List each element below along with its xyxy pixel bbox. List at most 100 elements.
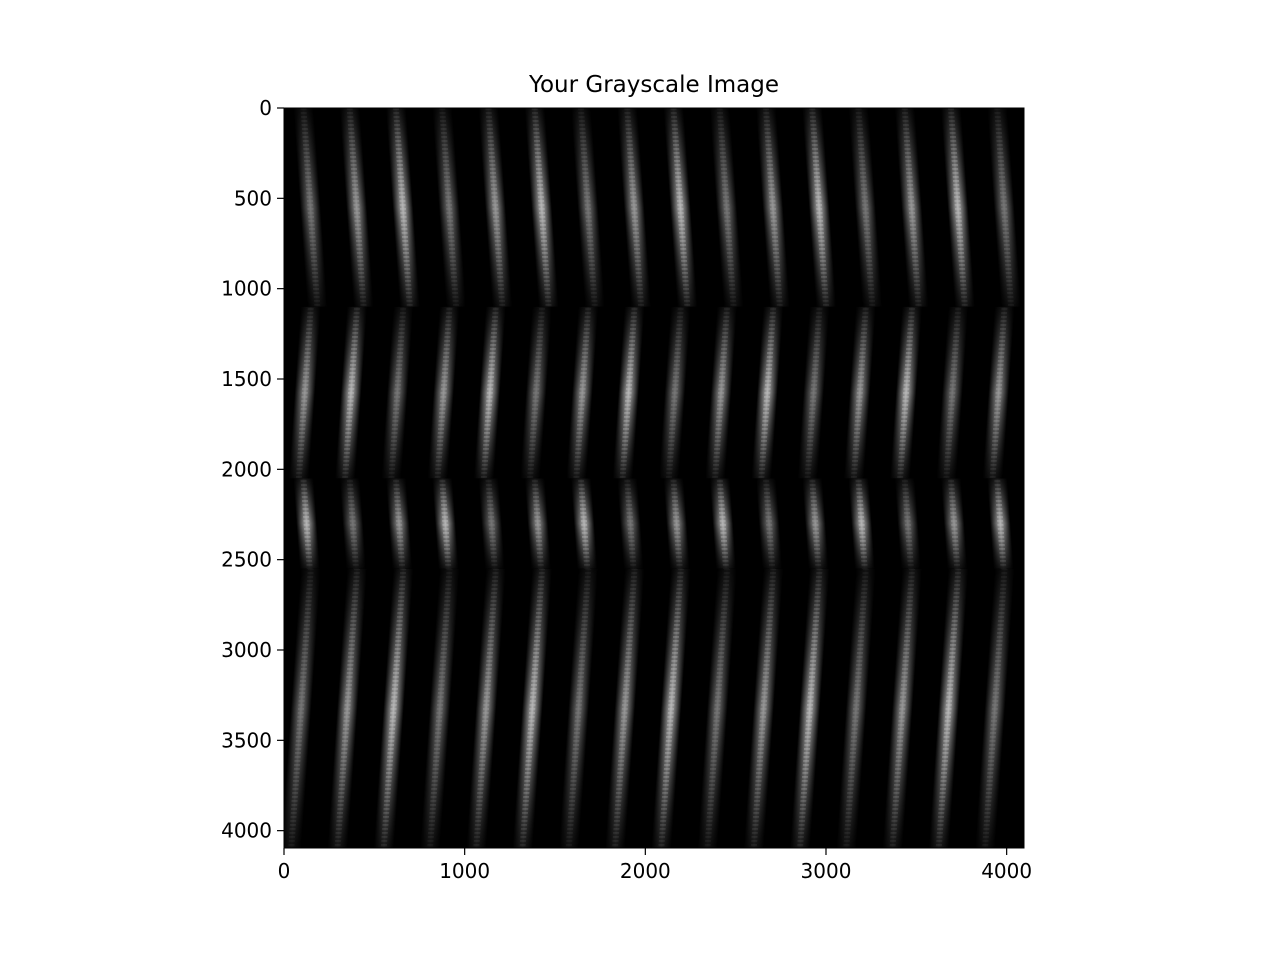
- image-stripe-texture: [426, 568, 453, 848]
- image-stripe-texture: [889, 568, 916, 848]
- image-stripe-texture: [658, 568, 684, 848]
- plot-area: [283, 107, 1025, 849]
- image-stripe-texture: [796, 568, 823, 848]
- image-stripe-texture: [809, 108, 830, 307]
- image-stripe-texture: [901, 478, 915, 569]
- image-stripe: [381, 306, 414, 479]
- image-stripe: [558, 568, 599, 848]
- image-stripe: [604, 568, 645, 848]
- image-stripe: [327, 568, 368, 848]
- image-stripe-texture: [855, 108, 876, 307]
- image-stripe-texture: [762, 108, 783, 307]
- image-stripe: [284, 568, 321, 848]
- image-stripe: [617, 478, 644, 569]
- image-stripe-texture: [473, 568, 499, 848]
- y-tick-label: 0: [259, 96, 272, 120]
- image-stripe-texture: [480, 306, 499, 479]
- image-stripe: [709, 108, 744, 307]
- image-stripe: [570, 108, 605, 307]
- image-stripe-texture: [704, 568, 731, 848]
- x-tick-label: 2000: [620, 859, 671, 883]
- image-stripe: [802, 108, 837, 307]
- image-stripe: [293, 478, 320, 569]
- image-stripe: [894, 108, 929, 307]
- image-stripe: [936, 306, 969, 479]
- image-stripe-texture: [947, 108, 968, 307]
- image-stripe: [743, 568, 784, 848]
- image-stripe-texture: [712, 306, 731, 479]
- y-tick-label: 1000: [221, 277, 272, 301]
- image-stripe: [617, 108, 652, 307]
- image-stripe: [889, 306, 923, 479]
- image-stripe: [974, 568, 1015, 848]
- image-stripe-texture: [300, 108, 321, 307]
- y-tick-label: 4000: [221, 819, 272, 843]
- image-stripe-texture: [624, 478, 637, 569]
- image-stripe: [651, 568, 692, 848]
- image-stripe: [928, 568, 969, 848]
- image-stripe-texture: [935, 568, 962, 848]
- image-stripe-texture: [531, 108, 552, 307]
- image-stripe: [789, 568, 830, 848]
- y-tick-label: 2500: [221, 548, 272, 572]
- image-stripe-texture: [577, 108, 598, 307]
- image-stripe: [373, 568, 414, 848]
- image-stripe: [478, 108, 513, 307]
- image-stripe-texture: [619, 306, 638, 479]
- image-stripe-texture: [804, 306, 823, 479]
- image-stripe-texture: [665, 306, 684, 479]
- image-stripe: [987, 478, 1014, 569]
- image-stripe-texture: [531, 478, 545, 569]
- image-stripe-texture: [809, 478, 822, 569]
- image-stripe: [466, 568, 506, 848]
- plot-frame: [283, 107, 1025, 849]
- image-stripe: [512, 568, 553, 848]
- image-stripe-texture: [392, 108, 413, 307]
- y-tick-label: 1500: [221, 367, 272, 391]
- image-stripe-texture: [346, 478, 360, 569]
- image-stripe-texture: [994, 108, 1015, 307]
- y-tick-label: 2000: [221, 457, 272, 481]
- image-stripe: [751, 306, 784, 479]
- image-stripe-texture: [750, 568, 777, 848]
- x-tick-label: 4000: [981, 859, 1032, 883]
- image-stripe: [519, 306, 553, 479]
- image-stripe: [848, 478, 875, 569]
- image-stripe: [663, 478, 690, 569]
- image-stripe-texture: [843, 568, 869, 848]
- image-stripes: [284, 108, 1022, 848]
- image-stripe-texture: [943, 306, 962, 479]
- image-stripe: [882, 568, 923, 848]
- image-stripe: [385, 478, 413, 569]
- image-stripe-texture: [565, 568, 592, 848]
- image-stripe: [663, 108, 698, 307]
- image-stripe-texture: [624, 108, 645, 307]
- image-stripe: [432, 478, 459, 569]
- image-stripe-texture: [288, 568, 314, 848]
- x-tick-label: 3000: [801, 859, 852, 883]
- image-stripe-texture: [670, 108, 691, 307]
- image-stripe-texture: [947, 478, 961, 569]
- image-stripe: [612, 306, 645, 479]
- x-tick-label: 0: [278, 859, 291, 883]
- image-stripe-texture: [439, 108, 460, 307]
- x-axis: 0 1000 2000 3000 4000: [278, 848, 1032, 883]
- image-stripe-texture: [380, 568, 407, 848]
- image-stripe-texture: [485, 478, 498, 569]
- image-stripe: [940, 478, 968, 569]
- image-stripe-texture: [295, 306, 314, 479]
- image-stripe-texture: [527, 306, 546, 479]
- image-stripe-texture: [434, 306, 453, 479]
- image-stripe-texture: [716, 108, 737, 307]
- image-stripe: [427, 306, 460, 479]
- image-stripe-texture: [716, 478, 730, 569]
- y-tick-label: 3500: [221, 728, 272, 752]
- image-stripe-texture: [762, 478, 776, 569]
- image-stripe-texture: [611, 568, 638, 848]
- image-stripe: [797, 306, 830, 479]
- image-stripe: [288, 306, 321, 479]
- image-stripe-texture: [981, 568, 1008, 848]
- image-stripe: [524, 478, 552, 569]
- image-stripe: [658, 306, 692, 479]
